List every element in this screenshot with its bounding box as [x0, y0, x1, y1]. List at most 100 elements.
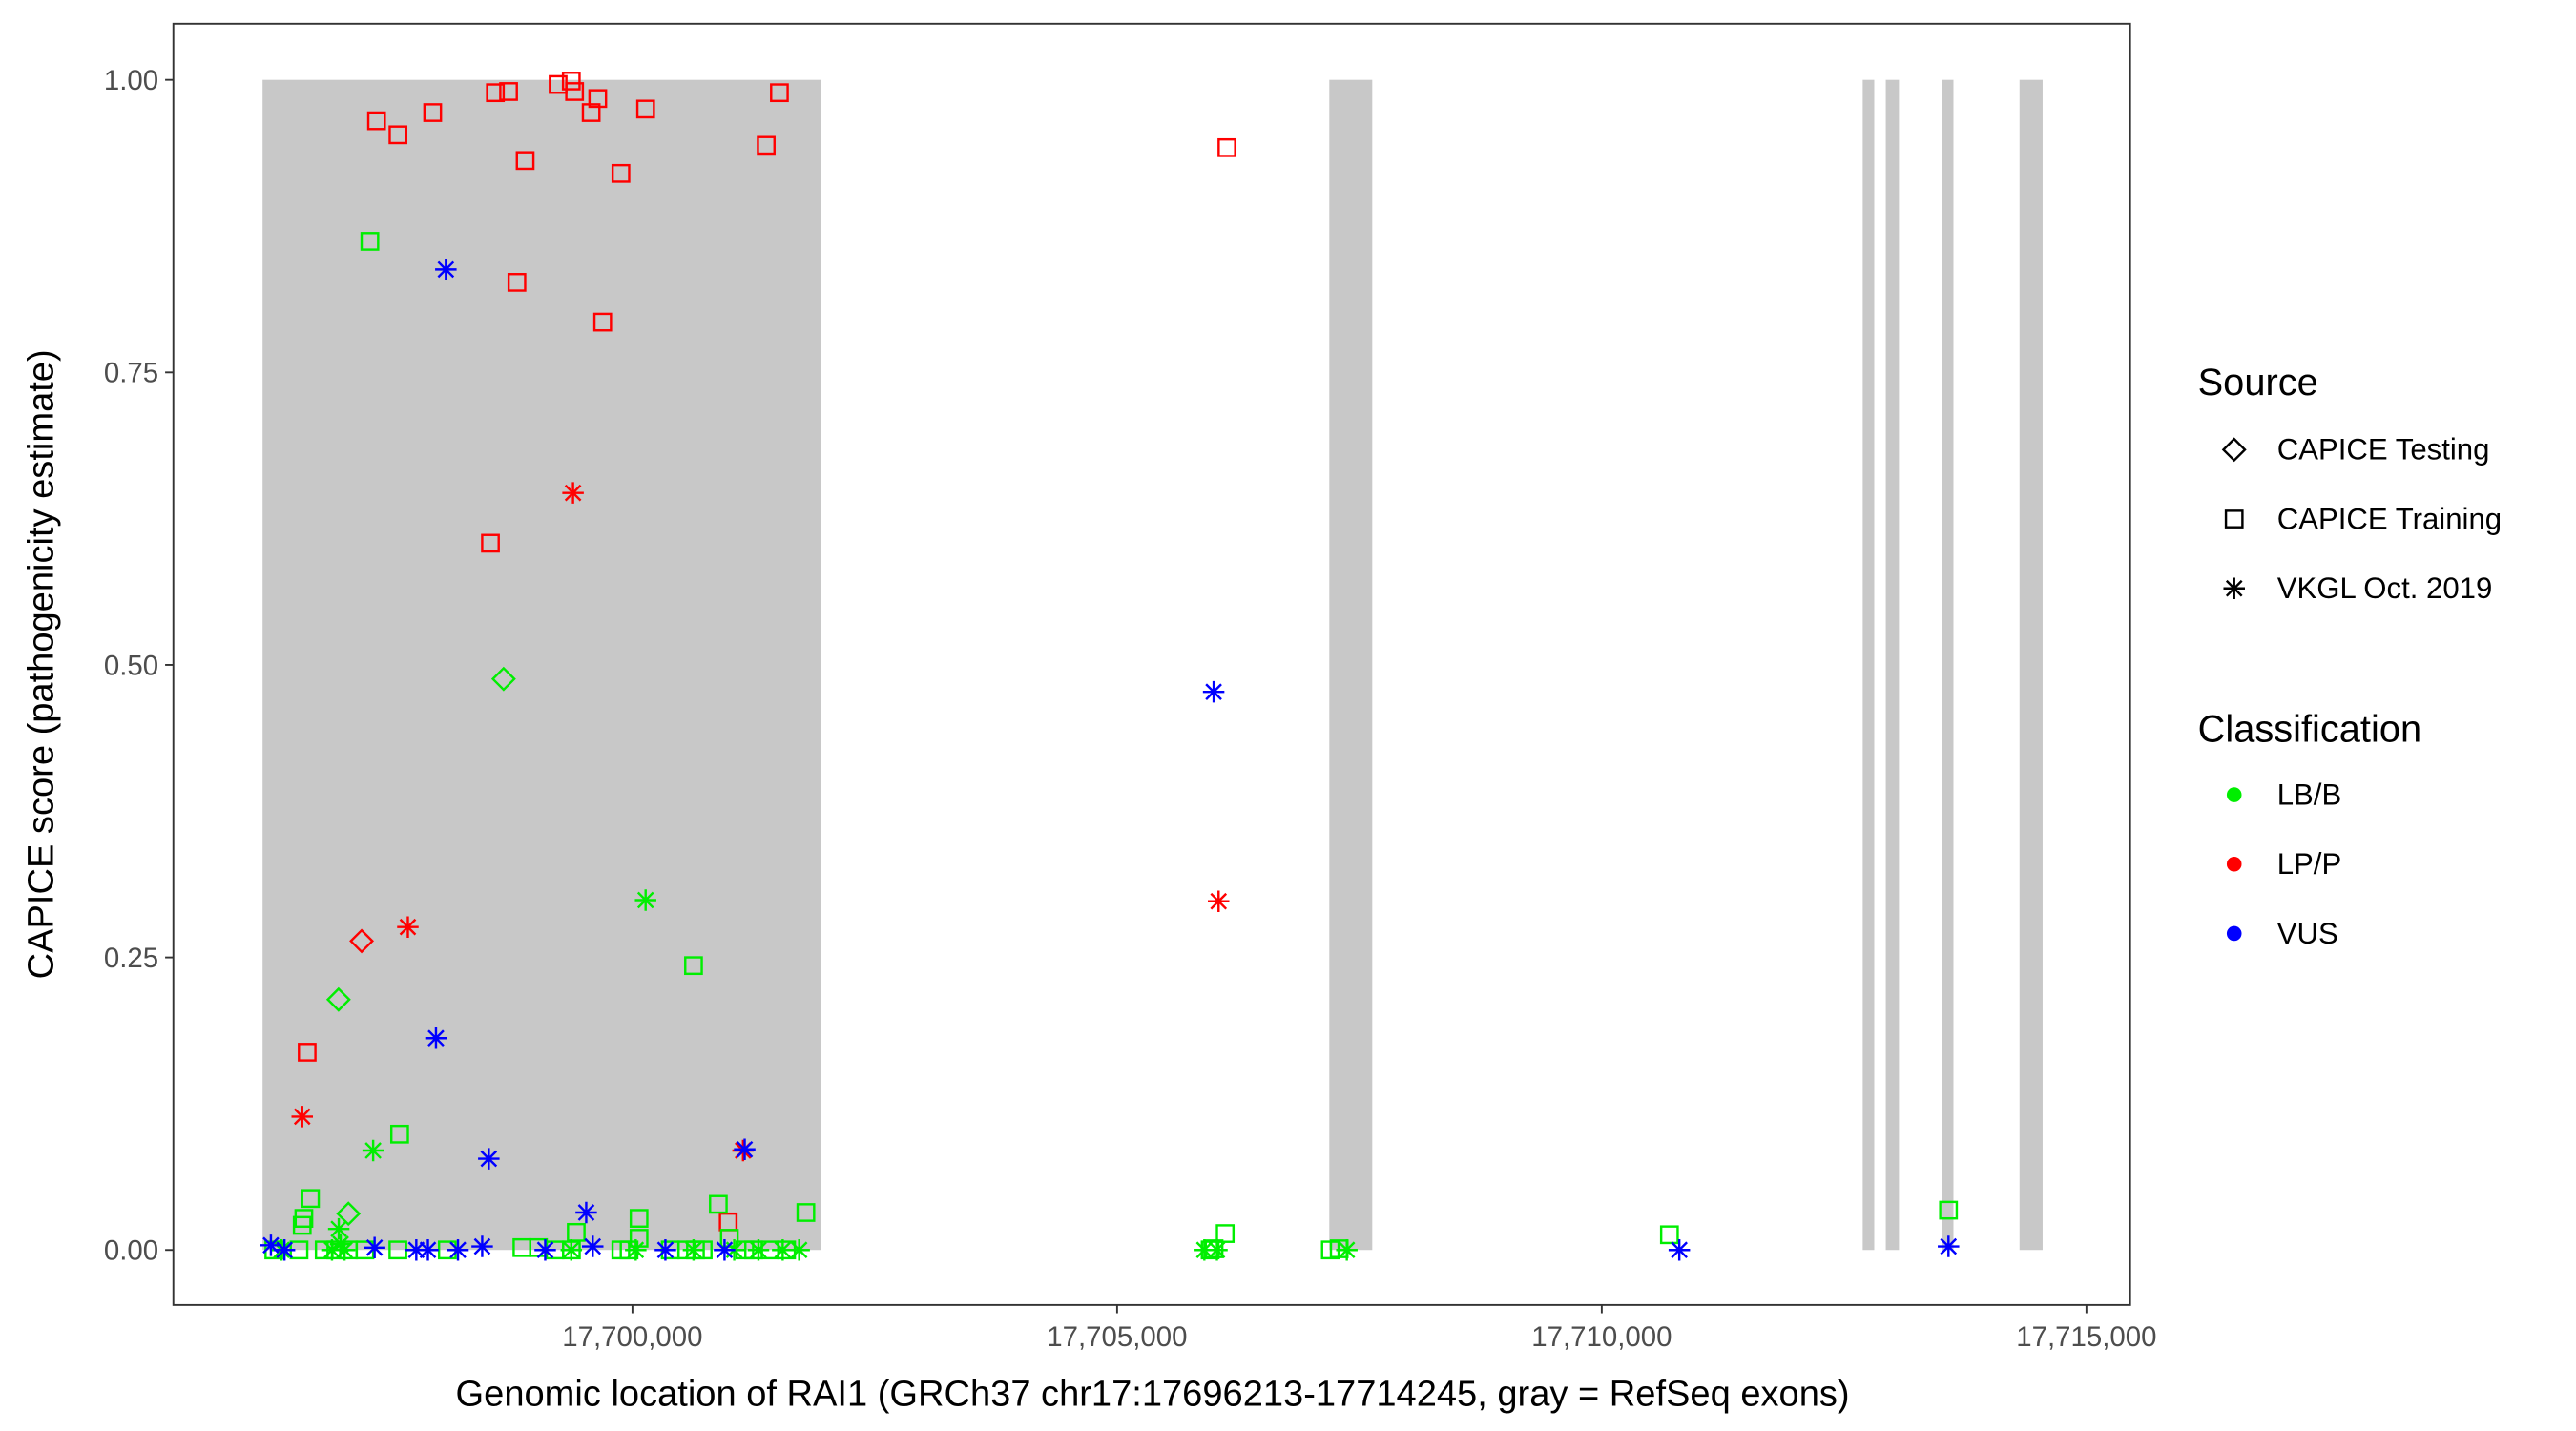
- exon-bands: [262, 79, 2043, 1251]
- x-axis: 17,700,000 17,705,000 17,710,000 17,715,000: [562, 1304, 2156, 1353]
- data-point-asterisk-vus: [1668, 1238, 1691, 1261]
- x-tick-label: 17,715,000: [2016, 1321, 2156, 1353]
- legend-source-title: Source: [2198, 362, 2318, 404]
- y-tick-label: 1.00: [104, 65, 158, 96]
- data-point-asterisk-vus: [654, 1238, 676, 1261]
- data-point-square-lpp: [635, 99, 655, 119]
- legend-class-label: LB/B: [2277, 778, 2342, 811]
- data-point-asterisk-lbb: [321, 1238, 343, 1261]
- data-point-asterisk-lbb: [327, 1217, 350, 1240]
- data-point-asterisk-vus: [714, 1238, 736, 1261]
- exon-band: [262, 79, 821, 1251]
- data-point-square-lbb: [709, 1194, 728, 1214]
- legend: Source CAPICE Testing CAPICE Training VKGL…: [2198, 362, 2502, 950]
- legend-classification-title: Classification: [2198, 709, 2421, 751]
- data-points: [260, 72, 1960, 1261]
- legend-class-label: VUS: [2277, 917, 2338, 950]
- data-point-square-lbb: [684, 956, 703, 976]
- data-point-asterisk-vus: [273, 1238, 296, 1261]
- data-point-square-lbb: [1659, 1225, 1679, 1245]
- data-point-asterisk-lbb: [634, 889, 656, 911]
- data-point-square-lbb: [1939, 1200, 1959, 1220]
- data-point-asterisk-lbb: [625, 1238, 647, 1261]
- legend-diamond-icon: [2221, 437, 2247, 463]
- y-tick-label: 0.25: [104, 943, 158, 974]
- data-point-asterisk-lbb: [788, 1238, 810, 1261]
- data-point-asterisk-vus: [478, 1148, 500, 1170]
- x-tick-label: 17,700,000: [562, 1321, 702, 1353]
- data-point-asterisk-lbb: [1206, 1238, 1228, 1261]
- data-point-square-lpp: [592, 312, 613, 332]
- y-axis-title: CAPICE score (pathogenicity estimate): [21, 349, 61, 979]
- data-point-asterisk-lpp: [291, 1106, 314, 1128]
- legend-source-label: VKGL Oct. 2019: [2277, 571, 2493, 605]
- data-point-square-lpp: [611, 163, 631, 183]
- data-point-asterisk-lbb: [1336, 1238, 1358, 1261]
- data-point-square-lpp: [423, 103, 443, 122]
- data-point-square-lpp: [507, 273, 527, 292]
- data-point-asterisk-lbb: [682, 1238, 705, 1261]
- data-point-asterisk-vus: [534, 1238, 556, 1261]
- data-point-asterisk-lbb: [560, 1238, 583, 1261]
- data-point-asterisk-vus: [734, 1138, 756, 1161]
- data-point-square-lpp: [481, 533, 500, 553]
- legend-class-label: LP/P: [2277, 847, 2342, 881]
- data-point-asterisk-vus: [447, 1238, 469, 1261]
- data-point-square-lpp: [757, 135, 776, 156]
- data-point-square-lpp: [770, 83, 789, 103]
- data-point-asterisk-vus: [364, 1236, 385, 1259]
- data-point-asterisk-vus: [260, 1234, 282, 1256]
- x-tick-label: 17,705,000: [1047, 1321, 1187, 1353]
- data-point-square-lpp: [499, 82, 518, 101]
- data-point-asterisk-lbb: [1194, 1238, 1215, 1261]
- data-point-square-lpp: [588, 89, 608, 109]
- data-point-square-lpp: [565, 82, 585, 101]
- data-point-square-lbb: [360, 232, 380, 251]
- x-tick-label: 17,710,000: [1531, 1321, 1672, 1353]
- exon-band: [2019, 79, 2043, 1251]
- data-point-square-lpp: [1217, 137, 1236, 157]
- legend-source-label: CAPICE Training: [2277, 502, 2502, 535]
- data-point-asterisk-vus: [471, 1235, 493, 1257]
- data-point-asterisk-vus: [1202, 680, 1225, 703]
- legend-source-label: CAPICE Testing: [2277, 433, 2490, 467]
- data-point-asterisk-lpp: [1208, 890, 1230, 912]
- data-point-asterisk-lpp: [562, 482, 584, 504]
- data-point-asterisk-vus: [575, 1201, 597, 1224]
- data-point-square-lbb: [292, 1215, 312, 1235]
- data-point-diamond-lpp: [349, 928, 374, 954]
- data-point-asterisk-vus: [417, 1238, 439, 1261]
- data-point-diamond-lbb: [490, 666, 516, 692]
- data-point-square-lpp: [486, 83, 506, 103]
- data-point-asterisk-vus: [1938, 1235, 1960, 1257]
- data-point-square-lpp: [366, 111, 386, 131]
- exon-band: [1942, 79, 1954, 1251]
- legend-square-icon: [2224, 509, 2244, 529]
- exon-band: [1329, 79, 1373, 1251]
- data-point-asterisk-lbb: [333, 1238, 356, 1261]
- y-tick-label: 0.00: [104, 1235, 158, 1267]
- legend-color-dot-icon: [2226, 787, 2242, 802]
- data-point-diamond-lbb: [325, 986, 351, 1012]
- y-axis: 0.00 0.25 0.50 0.75 1.00: [104, 65, 174, 1267]
- data-point-square-lpp: [298, 1043, 317, 1062]
- legend-color-dot-icon: [2226, 856, 2242, 872]
- data-point-square-lpp: [388, 125, 407, 145]
- data-point-asterisk-lbb: [747, 1238, 770, 1261]
- data-point-asterisk-vus: [435, 259, 457, 280]
- y-tick-label: 0.50: [104, 650, 158, 681]
- data-point-square-lbb: [389, 1124, 409, 1144]
- legend-asterisk-icon: [2223, 577, 2245, 599]
- y-tick-label: 0.75: [104, 358, 158, 389]
- data-point-square-lbb: [1215, 1224, 1236, 1243]
- data-point-square-lpp: [561, 72, 581, 91]
- data-point-square-lpp: [581, 103, 601, 122]
- exon-band: [1885, 79, 1900, 1251]
- data-point-square-lbb: [301, 1189, 321, 1209]
- data-point-diamond-lbb: [336, 1201, 362, 1227]
- data-point-square-lbb: [294, 1209, 314, 1228]
- exon-band: [1862, 79, 1875, 1251]
- data-point-asterisk-vus: [405, 1238, 427, 1261]
- data-point-square-lbb: [796, 1203, 816, 1222]
